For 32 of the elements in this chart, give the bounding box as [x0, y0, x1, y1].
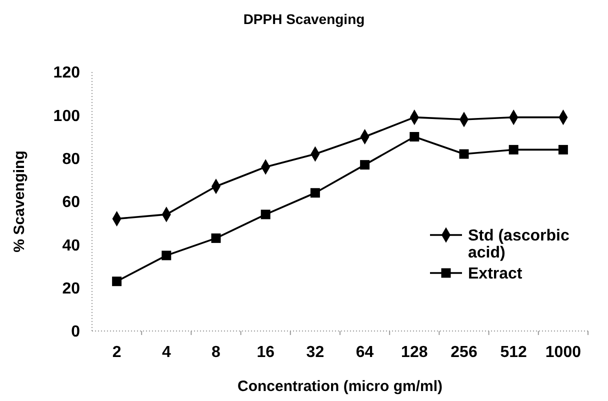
- x-tick-label: 8: [212, 344, 221, 361]
- point: [558, 144, 568, 154]
- x-axis-title: Concentration (micro gm/ml): [237, 378, 443, 395]
- point: [112, 276, 122, 286]
- y-tick-label: 120: [53, 64, 80, 82]
- legend-label: Extract: [468, 266, 523, 283]
- x-tick-label: 1000: [545, 344, 582, 361]
- y-tick-label: 60: [62, 194, 80, 212]
- x-tick-label: 2: [112, 344, 122, 361]
- y-tick-label: 40: [62, 237, 80, 254]
- point: [162, 250, 172, 260]
- x-tick-label: 256: [450, 344, 478, 361]
- point: [410, 132, 420, 142]
- point: [508, 144, 518, 154]
- x-tick-label: 32: [306, 344, 324, 361]
- x-tick-label: 16: [256, 344, 275, 361]
- point: [310, 188, 320, 198]
- point: [260, 210, 270, 220]
- x-tick-label: 4: [162, 344, 171, 361]
- y-tick-label: 0: [71, 324, 80, 341]
- x-tick-label: 64: [356, 344, 374, 361]
- chart-title: DPPH Scavenging: [243, 11, 365, 27]
- y-tick-label: 80: [62, 150, 80, 168]
- point: [360, 160, 370, 170]
- y-axis-title: % Scavenging: [11, 150, 28, 252]
- x-tick-label: 512: [500, 344, 528, 361]
- y-tick-label: 20: [62, 280, 80, 298]
- point: [459, 149, 469, 159]
- x-tick-label: 128: [401, 344, 428, 361]
- point: [211, 233, 221, 243]
- legend-label: Std (ascorbic acid): [468, 228, 570, 262]
- y-tick-label: 100: [53, 108, 80, 125]
